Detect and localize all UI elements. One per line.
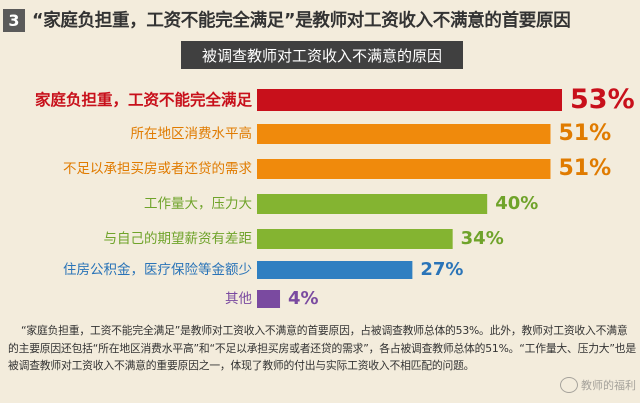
bar: [257, 159, 551, 179]
bar: [257, 124, 551, 144]
value-label: 40%: [495, 193, 539, 214]
value-label: 4%: [288, 288, 319, 309]
category-label: 与自己的期望薪资有差距: [103, 231, 253, 247]
bar: [257, 194, 488, 214]
bar: [257, 229, 453, 249]
headline: “家庭负担重，工资不能完全满足”是教师对工资收入不满意的首要原因: [32, 11, 571, 31]
bar: [257, 89, 562, 111]
category-label: 住房公积金，医疗保险等金额少: [63, 262, 252, 278]
bar: [257, 290, 281, 308]
bar-chart: [257, 89, 562, 308]
category-label: 不足以承担买房或者还贷的需求: [63, 161, 252, 177]
category-label: 所在地区消费水平高: [130, 126, 253, 142]
section-number-badge: 3: [3, 9, 25, 32]
category-label: 其他: [225, 291, 252, 307]
value-label: 51%: [558, 121, 612, 146]
value-label: 27%: [420, 259, 464, 280]
value-label: 51%: [558, 156, 612, 181]
watermark-text: 教师的福利: [581, 379, 636, 392]
watermark: 教师的福利: [560, 377, 636, 393]
chart-title: 被调查教师对工资收入不满意的原因: [181, 41, 463, 69]
category-label: 工作量大，压力大: [144, 196, 252, 212]
chat-bubble-icon: [560, 377, 578, 393]
category-label: 家庭负担重，工资不能完全满足: [34, 91, 252, 109]
bar: [257, 261, 413, 279]
value-label: 53%: [570, 84, 635, 115]
footnote: “家庭负担重，工资不能完全满足”是教师对工资收入不满意的首要原因，占被调查教师总…: [8, 324, 636, 372]
value-label: 34%: [460, 228, 504, 249]
